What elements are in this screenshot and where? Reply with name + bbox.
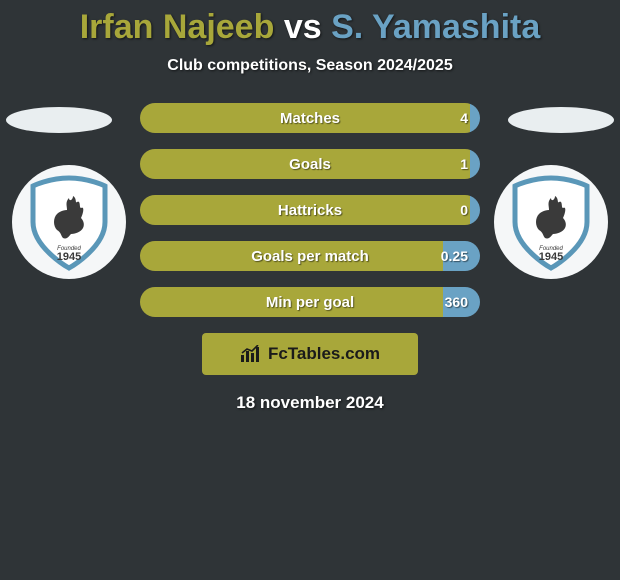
player2-club-crest: Founded 1945: [494, 165, 608, 279]
bars-chart-icon: [240, 345, 262, 363]
stat-value-right: 1: [460, 149, 468, 179]
stat-label: Matches: [140, 103, 480, 133]
title-separator: vs: [284, 8, 322, 46]
player2-avatar-placeholder: [508, 107, 614, 133]
title-player2: S. Yamashita: [331, 8, 540, 46]
stats-bars: Matches4Goals1Hattricks0Goals per match0…: [140, 103, 480, 317]
stat-value-right: 360: [445, 287, 468, 317]
stat-row: Goals per match0.25: [140, 241, 480, 271]
brand-box: FcTables.com: [202, 333, 418, 375]
player1-club-crest: Founded 1945: [12, 165, 126, 279]
stat-value-right: 4: [460, 103, 468, 133]
stat-label: Goals per match: [140, 241, 480, 271]
crest-year: 1945: [539, 251, 563, 263]
content-area: Founded 1945 Founded 1945 Matches4Goals1…: [0, 103, 620, 413]
stat-label: Min per goal: [140, 287, 480, 317]
stat-row: Goals1: [140, 149, 480, 179]
stat-row: Hattricks0: [140, 195, 480, 225]
crest-year: 1945: [57, 251, 81, 263]
date-label: 18 november 2024: [0, 393, 620, 413]
stat-label: Goals: [140, 149, 480, 179]
stat-value-right: 0.25: [441, 241, 468, 271]
stat-row: Min per goal360: [140, 287, 480, 317]
stat-row: Matches4: [140, 103, 480, 133]
player1-avatar-placeholder: [6, 107, 112, 133]
brand-text: FcTables.com: [268, 344, 380, 364]
title-player1: Irfan Najeeb: [80, 8, 275, 46]
crest-icon: Founded 1945: [19, 172, 119, 272]
stat-value-right: 0: [460, 195, 468, 225]
subtitle: Club competitions, Season 2024/2025: [0, 57, 620, 75]
crest-icon: Founded 1945: [501, 172, 601, 272]
stat-label: Hattricks: [140, 195, 480, 225]
page-title: Irfan Najeeb vs S. Yamashita: [0, 0, 620, 47]
